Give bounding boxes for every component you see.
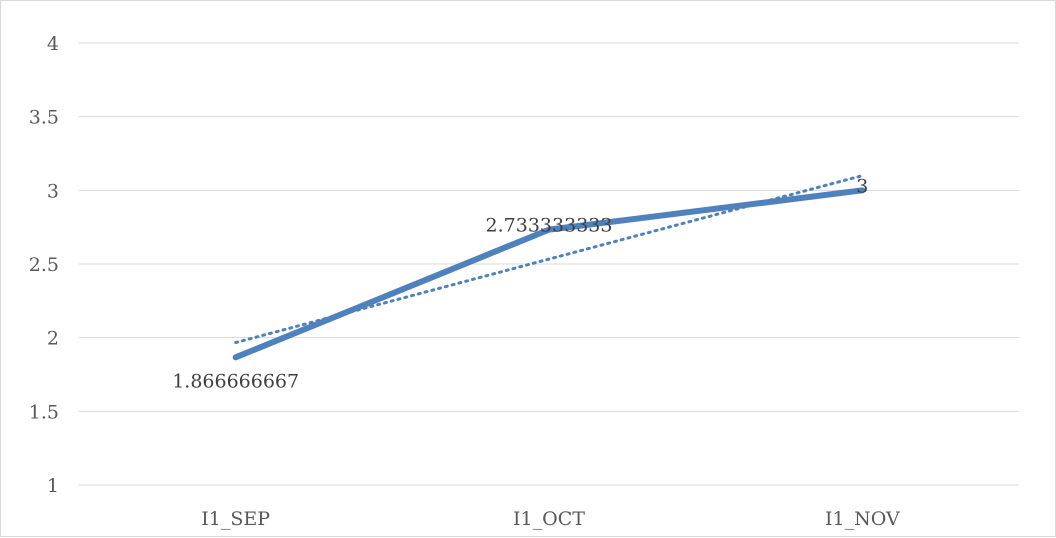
series-layer <box>232 187 866 361</box>
y-tick-label: 3 <box>47 180 59 202</box>
data-labels: 1.866666667 2.733333333 3 <box>172 175 868 392</box>
x-tick-label: I1_NOV <box>825 508 900 530</box>
series-line <box>232 187 866 361</box>
x-axis-ticks: I1_SEP I1_OCT I1_NOV <box>201 508 900 530</box>
gridlines <box>79 42 1019 486</box>
y-tick-label: 2.5 <box>29 254 59 276</box>
y-tick-label: 2 <box>47 328 59 350</box>
x-tick-label: I1_SEP <box>201 508 270 530</box>
data-label: 1.866666667 <box>172 370 299 392</box>
y-axis-ticks: 1 1.5 2 2.5 3 3.5 4 <box>29 33 59 497</box>
y-tick-label: 1.5 <box>29 401 59 423</box>
x-tick-label: I1_OCT <box>513 508 585 530</box>
data-label: 2.733333333 <box>486 215 613 237</box>
y-tick-label: 1 <box>47 475 59 497</box>
y-tick-label: 3.5 <box>29 107 59 129</box>
data-label: 3 <box>856 175 868 197</box>
y-tick-label: 4 <box>47 33 59 55</box>
